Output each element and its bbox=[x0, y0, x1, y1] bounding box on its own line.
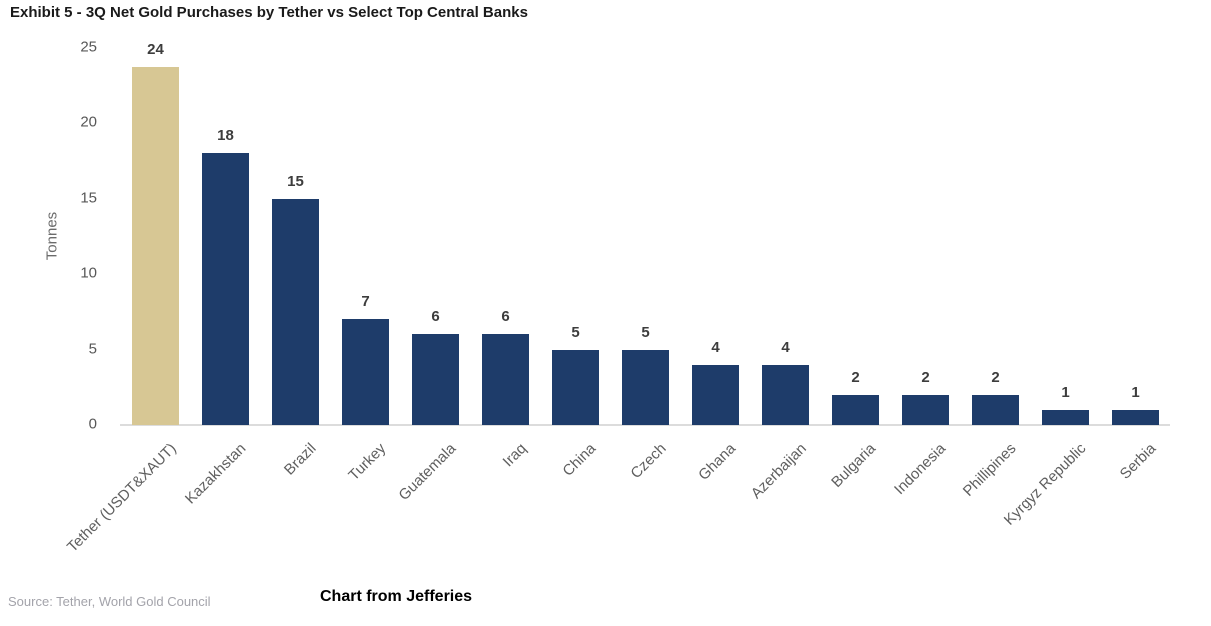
bar-azerbaijan bbox=[762, 364, 809, 425]
bar-value-label: 4 bbox=[781, 338, 790, 356]
x-tick-label: Serbia bbox=[1116, 440, 1160, 483]
bar-ghana bbox=[692, 364, 739, 425]
bar-brazil bbox=[272, 198, 319, 425]
bar-value-label: 2 bbox=[921, 368, 930, 386]
x-tick-label: Azerbaijan bbox=[747, 440, 810, 503]
bar-tether-usdt-xaut bbox=[132, 67, 179, 425]
x-tick-label: Ghana bbox=[695, 440, 740, 484]
x-tick-label: Indonesia bbox=[891, 440, 950, 499]
x-tick-label: Kazakhstan bbox=[182, 440, 250, 508]
bar-value-label: 1 bbox=[1131, 383, 1140, 401]
bar-iraq bbox=[482, 334, 529, 425]
bar-guatemala bbox=[412, 334, 459, 425]
x-axis-line bbox=[120, 424, 1170, 426]
bar-china bbox=[552, 349, 599, 425]
y-tick-label: 25 bbox=[80, 38, 97, 56]
x-tick-label: Iraq bbox=[499, 440, 530, 471]
y-tick-label: 15 bbox=[80, 189, 97, 207]
bar-value-label: 6 bbox=[431, 308, 440, 326]
bar-value-label: 24 bbox=[147, 41, 164, 59]
bar-phillipines bbox=[972, 394, 1019, 425]
bar-value-label: 15 bbox=[287, 172, 304, 190]
bar-value-label: 1 bbox=[1061, 383, 1070, 401]
bar-czech bbox=[622, 349, 669, 425]
chart-caption: Chart from Jefferies bbox=[320, 588, 473, 605]
x-tick-label: Czech bbox=[627, 440, 670, 483]
y-tick-label: 10 bbox=[80, 264, 97, 282]
y-tick-label: 0 bbox=[88, 415, 97, 433]
bar-kyrgyz-republic bbox=[1042, 409, 1089, 425]
bar-value-label: 18 bbox=[217, 127, 234, 145]
chart-title: Exhibit 5 - 3Q Net Gold Purchases by Tet… bbox=[10, 4, 528, 21]
y-axis-title: Tonnes bbox=[43, 211, 61, 261]
x-tick-label: Turkey bbox=[345, 440, 390, 485]
bar-value-label: 5 bbox=[571, 323, 580, 341]
bar-value-label: 2 bbox=[851, 368, 860, 386]
x-tick-label: Tether (USDT&XAUT) bbox=[63, 440, 180, 556]
bar-value-label: 2 bbox=[991, 368, 1000, 386]
x-tick-label: Bulgaria bbox=[828, 440, 880, 491]
bar-value-label: 6 bbox=[501, 308, 510, 326]
source-note: Source: Tether, World Gold Council bbox=[8, 594, 211, 609]
bar-serbia bbox=[1112, 409, 1159, 425]
y-tick-label: 20 bbox=[80, 113, 97, 131]
y-tick-label: 5 bbox=[88, 340, 97, 358]
x-tick-label: China bbox=[559, 440, 600, 480]
x-tick-label: Phillipines bbox=[959, 440, 1020, 500]
bar-turkey bbox=[342, 319, 389, 425]
bar-value-label: 5 bbox=[641, 323, 650, 341]
x-tick-label: Guatemala bbox=[395, 440, 460, 504]
bar-value-label: 7 bbox=[361, 293, 370, 311]
bar-kazakhstan bbox=[202, 153, 249, 425]
bar-bulgaria bbox=[832, 394, 879, 425]
x-tick-label: Brazil bbox=[280, 440, 320, 479]
bar-value-label: 4 bbox=[711, 338, 720, 356]
bar-indonesia bbox=[902, 394, 949, 425]
